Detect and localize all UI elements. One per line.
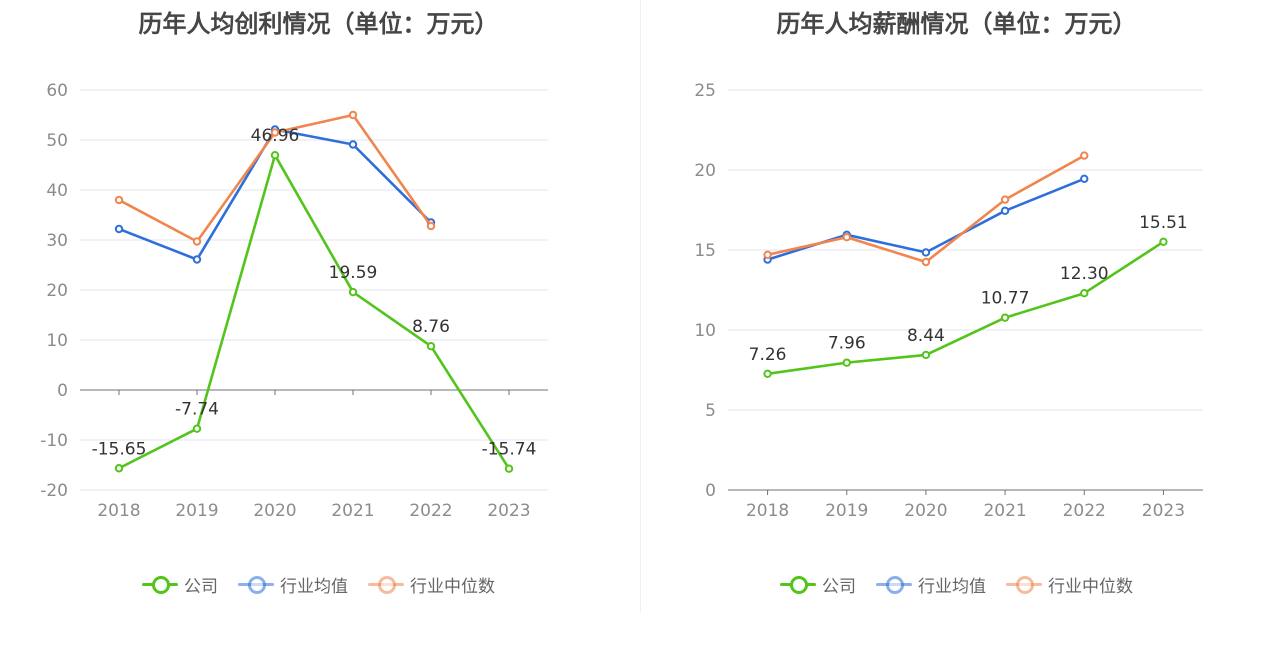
x-tick-label: 2020 xyxy=(253,501,296,521)
data-point-industry_median xyxy=(270,128,280,137)
y-tick-label: 0 xyxy=(57,381,68,401)
legend-industry-avg-line-icon xyxy=(238,575,274,595)
legend-item-industry-avg[interactable]: 行业均值 xyxy=(876,572,986,597)
y-tick-label: 10 xyxy=(694,321,716,341)
x-tick-label: 2022 xyxy=(1063,501,1106,521)
legend: 公司 行业均值 行业中位数 xyxy=(0,572,637,597)
y-tick-label: 0 xyxy=(705,481,716,501)
salary-per-capita-chart: 历年人均薪酬情况（单位：万元） 25 20 15 10 5 0 2018 2019 2020 20… xyxy=(638,0,1275,655)
data-label: 46.96 xyxy=(251,126,300,146)
legend: 公司 行业均值 行业中位数 xyxy=(638,572,1275,597)
x-tick-label: 2020 xyxy=(904,501,947,521)
legend-label: 行业中位数 xyxy=(410,577,495,597)
legend-item-industry-median[interactable]: 行业中位数 xyxy=(1006,572,1133,597)
x-tick-label: 2019 xyxy=(175,501,218,521)
data-label: 10.77 xyxy=(981,289,1030,309)
x-tick-label: 2018 xyxy=(746,501,789,521)
y-tick-label: 50 xyxy=(46,131,68,151)
x-tick-label: 2022 xyxy=(409,501,452,521)
series-line-company xyxy=(767,240,1165,376)
data-point-industry_median xyxy=(1080,151,1089,160)
data-point-company xyxy=(921,350,931,360)
series-line-company xyxy=(118,153,511,470)
x-tick-label: 2023 xyxy=(1142,501,1185,521)
y-tick-label: 15 xyxy=(694,241,716,261)
data-point-company xyxy=(763,369,772,379)
data-point-industry_median xyxy=(114,195,124,205)
data-label: -15.65 xyxy=(92,439,147,459)
legend-label: 行业均值 xyxy=(918,577,986,597)
data-point-industry_avg xyxy=(348,140,358,149)
data-point-company xyxy=(192,424,202,433)
y-tick-label: 10 xyxy=(46,331,68,351)
data-point-company xyxy=(348,287,358,297)
data-point-industry_median xyxy=(426,221,436,231)
legend-item-company[interactable]: 公司 xyxy=(780,572,856,597)
legend-industry-avg-line-icon xyxy=(876,575,912,595)
data-point-industry_avg xyxy=(1080,174,1089,184)
legend-label: 行业中位数 xyxy=(1048,577,1133,597)
data-label: 19.59 xyxy=(329,263,378,283)
data-point-company xyxy=(426,342,436,351)
x-tick-label: 2018 xyxy=(97,501,140,521)
panel-divider xyxy=(640,0,641,612)
plot-area: 25 20 15 10 5 0 2018 2019 2020 2021 2022 2023 7.26 7.… xyxy=(694,81,1203,521)
data-label: 8.76 xyxy=(412,317,450,337)
data-point-company xyxy=(270,151,280,160)
legend-item-company[interactable]: 公司 xyxy=(142,572,218,597)
x-tick-label: 2021 xyxy=(331,501,374,521)
data-point-industry_median xyxy=(763,250,772,260)
x-tick-label: 2019 xyxy=(825,501,868,521)
data-point-company xyxy=(842,358,851,367)
x-tick-label: 2021 xyxy=(983,501,1026,521)
data-point-industry_avg xyxy=(192,255,202,264)
y-tick-label: 20 xyxy=(694,161,716,181)
legend-industry-median-line-icon xyxy=(1006,575,1042,595)
series-line-industry_avg xyxy=(767,177,1085,261)
data-label: -15.74 xyxy=(482,440,537,460)
data-label: 8.44 xyxy=(907,326,945,346)
legend-label: 行业均值 xyxy=(280,577,348,597)
data-label: 7.26 xyxy=(749,345,787,365)
data-point-company xyxy=(114,464,124,473)
data-point-industry_avg xyxy=(921,248,931,257)
data-point-industry_avg xyxy=(1000,206,1010,216)
chart-title: 历年人均创利情况（单位：万元） xyxy=(138,10,499,38)
y-tick-label: 5 xyxy=(705,401,716,421)
plot-area: 60 50 40 30 20 10 0 -10 -20 2018 2019 2020 2021 2022 2… xyxy=(40,81,548,521)
data-point-industry_median xyxy=(192,237,202,246)
data-point-company xyxy=(1000,313,1010,322)
data-point-company xyxy=(1159,237,1168,247)
data-point-industry_avg xyxy=(114,224,124,234)
legend-item-industry-avg[interactable]: 行业均值 xyxy=(238,572,348,597)
data-point-industry_median xyxy=(921,257,931,267)
data-point-industry_median xyxy=(348,110,358,120)
data-point-industry_median xyxy=(842,233,851,242)
y-tick-label: 25 xyxy=(694,81,716,101)
data-label: 15.51 xyxy=(1139,213,1188,233)
data-point-company xyxy=(504,464,514,473)
profit-per-capita-chart: 历年人均创利情况（单位：万元） 60 50 40 30 20 10 0 -10 -20 2018 2… xyxy=(0,0,637,655)
data-label: -7.74 xyxy=(175,400,219,420)
legend-company-line-icon xyxy=(780,575,816,595)
data-point-industry_median xyxy=(1000,195,1010,204)
legend-label: 公司 xyxy=(184,577,218,597)
data-label: 7.96 xyxy=(828,334,866,354)
data-label: 12.30 xyxy=(1060,264,1109,284)
y-tick-label: -20 xyxy=(40,481,68,501)
x-tick-label: 2023 xyxy=(487,501,530,521)
y-tick-label: 60 xyxy=(46,81,68,101)
y-tick-label: 20 xyxy=(46,281,68,301)
data-point-company xyxy=(1080,289,1089,298)
y-tick-label: -10 xyxy=(40,431,68,451)
y-tick-label: 40 xyxy=(46,181,68,201)
legend-item-industry-median[interactable]: 行业中位数 xyxy=(368,572,495,597)
y-tick-label: 30 xyxy=(46,231,68,251)
chart-title: 历年人均薪酬情况（单位：万元） xyxy=(776,10,1137,38)
legend-company-line-icon xyxy=(142,575,178,595)
legend-label: 公司 xyxy=(822,577,856,597)
legend-industry-median-line-icon xyxy=(368,575,404,595)
